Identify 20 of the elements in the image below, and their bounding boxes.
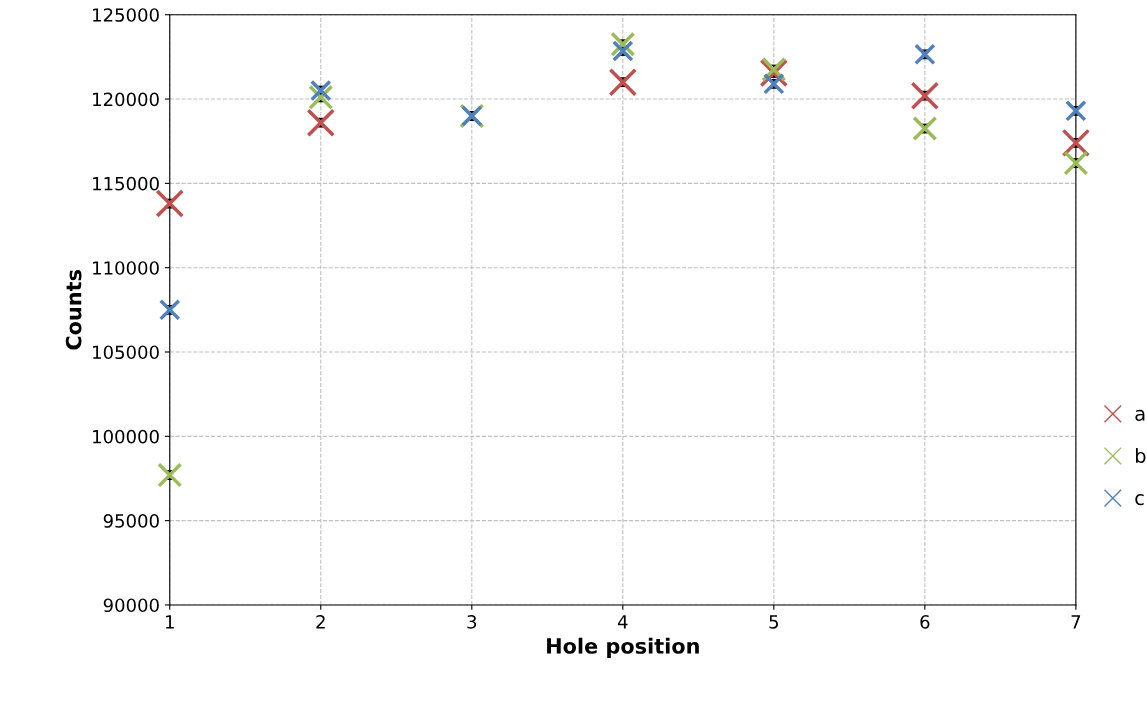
y-tick-label: 115000 [93, 176, 159, 191]
y-tick-label: 90000 [103, 598, 159, 613]
x-tick-label: 1 [166, 615, 174, 629]
legend-label: a [1135, 409, 1145, 421]
y-tick-label: 100000 [93, 429, 159, 444]
legend-label: c [1135, 494, 1144, 506]
y-tick-label: 105000 [93, 345, 159, 360]
y-tick-label: 125000 [93, 8, 159, 22]
y-axis-title: Counts [65, 270, 82, 350]
x-axis-title: Hole position [547, 637, 699, 658]
x-tick-label: 7 [1071, 615, 1081, 629]
y-tick-label: 120000 [93, 92, 159, 107]
y-tick-label: 110000 [93, 261, 159, 275]
x-tick-label: 3 [467, 615, 477, 629]
y-tick-label: 95000 [103, 514, 159, 528]
x-tick-label: 2 [316, 615, 325, 629]
x-tick-label: 6 [920, 615, 930, 629]
x-tick-label: 5 [769, 615, 779, 629]
x-tick-label: 4 [617, 615, 628, 629]
legend-label: b [1135, 447, 1146, 464]
